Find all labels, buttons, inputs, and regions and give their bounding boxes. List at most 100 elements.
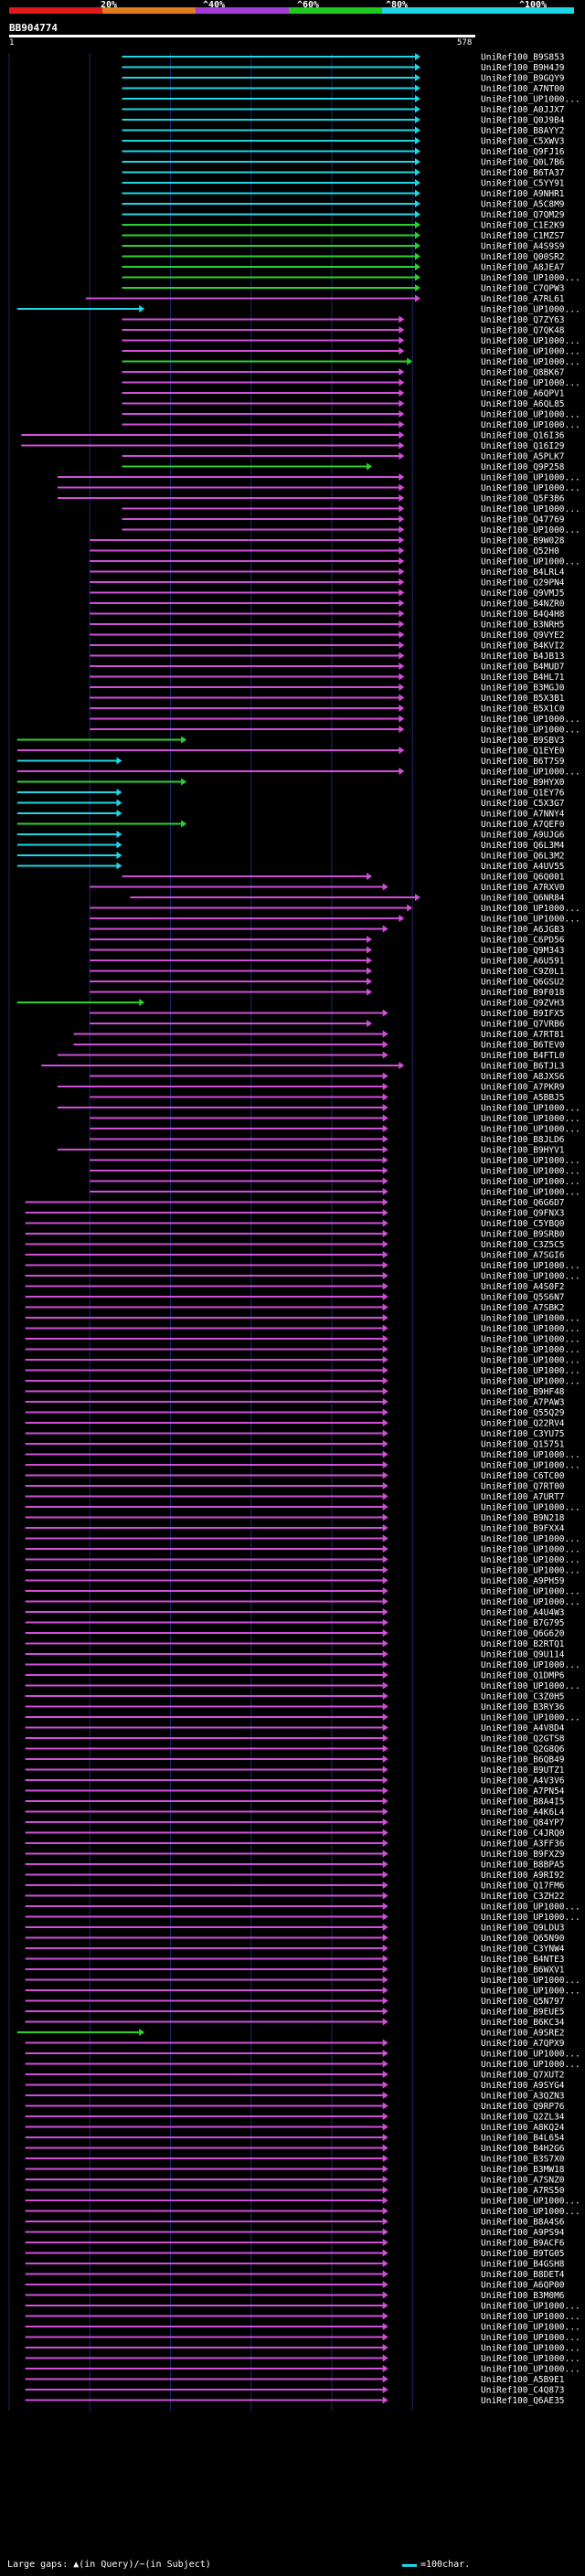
hit-label[interactable]: UniRef100_A7PKR9: [481, 1083, 565, 1093]
hit-label[interactable]: UniRef100_C7QPW3: [481, 284, 565, 294]
hit-label[interactable]: UniRef100_B9UTZ1: [481, 1765, 565, 1776]
hit-label[interactable]: UniRef100_Q7RT00: [481, 1482, 565, 1492]
hit-label[interactable]: UniRef100_UP1000...: [481, 1534, 580, 1544]
hit-label[interactable]: UniRef100_Q9U114: [481, 1650, 565, 1660]
hit-label[interactable]: UniRef100_UP1000...: [481, 2354, 580, 2364]
hit-label[interactable]: UniRef100_A4V3V6: [481, 1776, 565, 1786]
hit-label[interactable]: UniRef100_C3Z0H5: [481, 1692, 565, 1702]
hit-label[interactable]: UniRef100_UP1000...: [481, 473, 580, 483]
hit-label[interactable]: UniRef100_B9HYV1: [481, 1146, 565, 1156]
hit-label[interactable]: UniRef100_UP1000...: [481, 1587, 580, 1597]
hit-label[interactable]: UniRef100_B9H4J9: [481, 63, 565, 73]
hit-label[interactable]: UniRef100_UP1000...: [481, 1125, 580, 1135]
hit-label[interactable]: UniRef100_UP1000...: [481, 1566, 580, 1576]
hit-label[interactable]: UniRef100_UP1000...: [481, 768, 580, 778]
hit-label[interactable]: UniRef100_A7PAW3: [481, 1398, 565, 1408]
hit-label[interactable]: UniRef100_A0JJX7: [481, 105, 565, 115]
hit-label[interactable]: UniRef100_A7SGI6: [481, 1251, 565, 1261]
hit-label[interactable]: UniRef100_B3MW18: [481, 2165, 565, 2175]
hit-label[interactable]: UniRef100_Q0L7B6: [481, 158, 565, 168]
hit-label[interactable]: UniRef100_B6QB49: [481, 1755, 565, 1765]
hit-label[interactable]: UniRef100_B9ACF6: [481, 2239, 565, 2249]
hit-label[interactable]: UniRef100_A9SYG4: [481, 2081, 565, 2091]
hit-label[interactable]: UniRef100_Q22RV4: [481, 1419, 565, 1429]
hit-label[interactable]: UniRef100_A5PLK7: [481, 452, 565, 462]
hit-label[interactable]: UniRef100_UP1000...: [481, 2302, 580, 2312]
hit-label[interactable]: UniRef100_UP1000...: [481, 347, 580, 357]
hit-label[interactable]: UniRef100_UP1000...: [481, 1503, 580, 1513]
hit-label[interactable]: UniRef100_A7RXV0: [481, 883, 565, 893]
hit-label[interactable]: UniRef100_B8A4I5: [481, 1797, 565, 1807]
hit-label[interactable]: UniRef100_B8JLD6: [481, 1135, 565, 1145]
hit-label[interactable]: UniRef100_B6TJL3: [481, 1062, 565, 1072]
hit-label[interactable]: UniRef100_B3M0M6: [481, 2291, 565, 2301]
hit-label[interactable]: UniRef100_A3FF36: [481, 1839, 565, 1850]
hit-label[interactable]: UniRef100_A7NT00: [481, 84, 565, 94]
hit-label[interactable]: UniRef100_Q2GTS8: [481, 1734, 565, 1744]
hit-label[interactable]: UniRef100_Q52H0: [481, 546, 559, 557]
hit-label[interactable]: UniRef100_UP1000...: [481, 2207, 580, 2217]
hit-label[interactable]: UniRef100_C4JRQ0: [481, 1829, 565, 1839]
hit-label[interactable]: UniRef100_A8KQ24: [481, 2123, 565, 2133]
hit-label[interactable]: UniRef100_B4JB13: [481, 652, 565, 662]
hit-label[interactable]: UniRef100_B9HYX0: [481, 778, 565, 788]
hit-label[interactable]: UniRef100_Q6Q001: [481, 873, 565, 883]
hit-label[interactable]: UniRef100_B4HL71: [481, 673, 565, 683]
hit-label[interactable]: UniRef100_A9UJG6: [481, 831, 565, 841]
hit-label[interactable]: UniRef100_UP1000...: [481, 1545, 580, 1555]
hit-label[interactable]: UniRef100_UP1000...: [481, 1314, 580, 1324]
hit-label[interactable]: UniRef100_UP1000...: [481, 1976, 580, 1986]
hit-label[interactable]: UniRef100_Q9ZVH3: [481, 999, 565, 1009]
hit-label[interactable]: UniRef100_B9TG05: [481, 2249, 565, 2259]
hit-label[interactable]: UniRef100_A4K6L4: [481, 1807, 565, 1818]
hit-label[interactable]: UniRef100_A4S9S9: [481, 242, 565, 252]
hit-label[interactable]: UniRef100_B5X3B1: [481, 694, 565, 704]
hit-label[interactable]: UniRef100_B9N218: [481, 1513, 565, 1523]
hit-label[interactable]: UniRef100_Q16I36: [481, 431, 565, 441]
hit-label[interactable]: UniRef100_Q29PN4: [481, 578, 565, 588]
hit-label[interactable]: UniRef100_C5YY91: [481, 179, 565, 189]
hit-label[interactable]: UniRef100_UP1000...: [481, 1913, 580, 1923]
hit-label[interactable]: UniRef100_UP1000...: [481, 1104, 580, 1114]
hit-label[interactable]: UniRef100_UP1000...: [481, 357, 580, 367]
hit-label[interactable]: UniRef100_UP1000...: [481, 410, 580, 420]
hit-label[interactable]: UniRef100_Q6L3M4: [481, 841, 565, 851]
hit-label[interactable]: UniRef100_UP1000...: [481, 1345, 580, 1355]
hit-label[interactable]: UniRef100_Q7VRB6: [481, 1020, 565, 1030]
hit-label[interactable]: UniRef100_Q47769: [481, 515, 565, 525]
hit-label[interactable]: UniRef100_C5XWV3: [481, 137, 565, 147]
hit-label[interactable]: UniRef100_Q0J9B4: [481, 116, 565, 126]
hit-label[interactable]: UniRef100_B9SRB0: [481, 1230, 565, 1240]
hit-label[interactable]: UniRef100_Q65N90: [481, 1934, 565, 1944]
hit-label[interactable]: UniRef100_Q8BK67: [481, 368, 565, 378]
hit-label[interactable]: UniRef100_Q5S6N7: [481, 1293, 565, 1303]
hit-label[interactable]: UniRef100_A7SNZ0: [481, 2176, 565, 2186]
hit-label[interactable]: UniRef100_C4Q873: [481, 2386, 565, 2396]
hit-label[interactable]: UniRef100_B8A4S6: [481, 2218, 565, 2228]
hit-label[interactable]: UniRef100_B2RTQ1: [481, 1639, 565, 1649]
hit-label[interactable]: UniRef100_UP1000...: [481, 1156, 580, 1166]
hit-label[interactable]: UniRef100_C3ZH22: [481, 1892, 565, 1902]
hit-label[interactable]: UniRef100_UP1000...: [481, 2197, 580, 2207]
hit-label[interactable]: UniRef100_C5X3G7: [481, 799, 565, 809]
hit-label[interactable]: UniRef100_UP1000...: [481, 2050, 580, 2060]
hit-label[interactable]: UniRef100_UP1000...: [481, 1335, 580, 1345]
hit-label[interactable]: UniRef100_B4NZR0: [481, 599, 565, 610]
hit-label[interactable]: UniRef100_B4GSH8: [481, 2260, 565, 2270]
hit-label[interactable]: UniRef100_UP1000...: [481, 1555, 580, 1565]
hit-label[interactable]: UniRef100_A7RS50: [481, 2186, 565, 2196]
hit-label[interactable]: UniRef100_A3QZN3: [481, 2092, 565, 2102]
hit-label[interactable]: UniRef100_Q9P258: [481, 462, 565, 472]
hit-label[interactable]: UniRef100_Q6AE35: [481, 2396, 565, 2406]
hit-label[interactable]: UniRef100_Q7ZY63: [481, 315, 565, 325]
hit-label[interactable]: UniRef100_B6WXV1: [481, 1966, 565, 1976]
hit-label[interactable]: UniRef100_A6U591: [481, 957, 565, 967]
hit-label[interactable]: UniRef100_UP1000...: [481, 378, 580, 388]
hit-label[interactable]: UniRef100_B8BPA5: [481, 1860, 565, 1871]
hit-label[interactable]: UniRef100_A7RL61: [481, 294, 565, 304]
hit-label[interactable]: UniRef100_UP1000...: [481, 1177, 580, 1187]
hit-label[interactable]: UniRef100_A8JXS6: [481, 1072, 565, 1082]
hit-label[interactable]: UniRef100_A9PH59: [481, 1576, 565, 1586]
hit-label[interactable]: UniRef100_UP1000...: [481, 525, 580, 535]
hit-label[interactable]: UniRef100_UP1000...: [481, 1114, 580, 1124]
